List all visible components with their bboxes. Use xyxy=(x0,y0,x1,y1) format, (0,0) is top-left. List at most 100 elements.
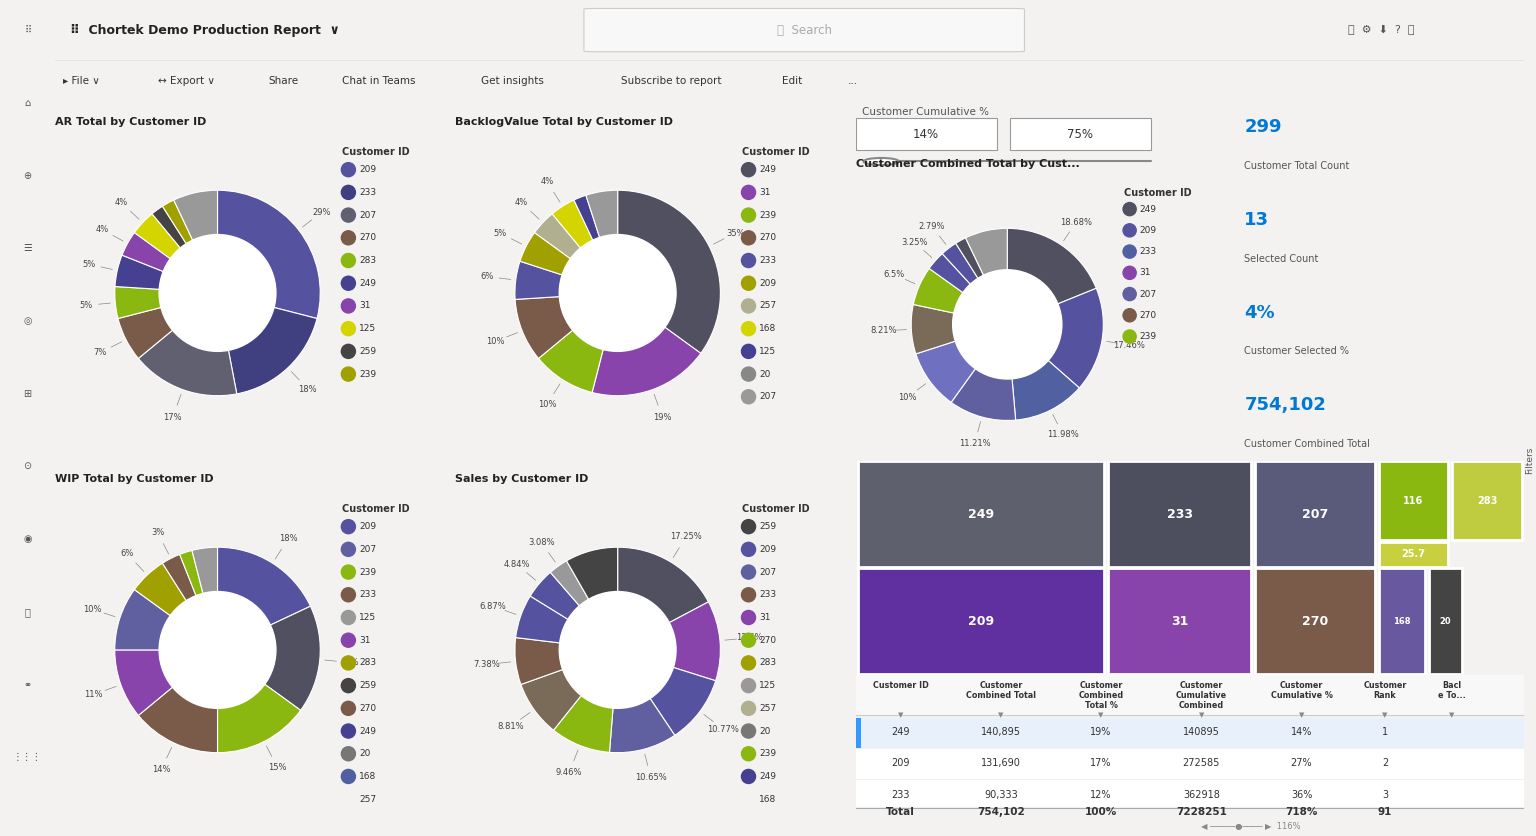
FancyBboxPatch shape xyxy=(1009,119,1150,150)
Text: ▼: ▼ xyxy=(1382,712,1387,718)
Text: 257: 257 xyxy=(359,795,376,803)
Circle shape xyxy=(742,322,756,336)
Text: 168: 168 xyxy=(759,324,777,334)
Text: 31: 31 xyxy=(1140,268,1152,278)
Text: 249: 249 xyxy=(891,727,909,737)
Wedge shape xyxy=(115,650,218,716)
Text: 2.79%: 2.79% xyxy=(919,222,945,231)
Text: 239: 239 xyxy=(359,370,376,379)
Text: ▸ File ∨: ▸ File ∨ xyxy=(63,76,100,86)
Text: ⊙: ⊙ xyxy=(23,461,32,472)
Text: 168: 168 xyxy=(1393,617,1410,626)
Text: 5%: 5% xyxy=(80,301,92,310)
Circle shape xyxy=(341,610,355,624)
Wedge shape xyxy=(617,191,720,354)
Circle shape xyxy=(742,299,756,313)
Wedge shape xyxy=(115,589,218,650)
Text: ⬜: ⬜ xyxy=(25,607,31,617)
Text: 270: 270 xyxy=(1140,311,1157,320)
Wedge shape xyxy=(218,191,319,319)
Text: 18%: 18% xyxy=(280,534,298,543)
Wedge shape xyxy=(521,232,617,293)
Text: 283: 283 xyxy=(1476,496,1498,506)
Text: Bacl
e To...: Bacl e To... xyxy=(1438,681,1465,700)
Text: 207: 207 xyxy=(1303,507,1329,521)
Text: 🔍  Search: 🔍 Search xyxy=(777,23,831,37)
Text: 140,895: 140,895 xyxy=(982,727,1021,737)
Wedge shape xyxy=(163,554,218,650)
Text: 6%: 6% xyxy=(120,549,134,558)
Text: 31: 31 xyxy=(759,613,771,622)
Text: 239: 239 xyxy=(759,749,777,758)
Text: 3.25%: 3.25% xyxy=(902,238,928,247)
Circle shape xyxy=(742,793,756,806)
Wedge shape xyxy=(218,650,301,752)
Wedge shape xyxy=(942,243,1008,324)
Wedge shape xyxy=(118,293,218,359)
Text: Filters: Filters xyxy=(1525,447,1534,474)
Text: 4%: 4% xyxy=(515,198,528,207)
Wedge shape xyxy=(530,573,617,650)
Text: 10.77%: 10.77% xyxy=(708,725,739,733)
Text: 283: 283 xyxy=(359,256,376,265)
FancyBboxPatch shape xyxy=(1107,461,1252,567)
Text: ▼: ▼ xyxy=(899,712,903,718)
Text: 249: 249 xyxy=(359,726,376,736)
Text: 207: 207 xyxy=(759,568,777,577)
Text: 116: 116 xyxy=(1404,496,1424,506)
Text: 125: 125 xyxy=(759,681,777,691)
FancyBboxPatch shape xyxy=(584,8,1025,52)
Circle shape xyxy=(863,158,899,165)
Wedge shape xyxy=(955,238,1008,324)
Wedge shape xyxy=(966,228,1008,324)
Text: Customer ID: Customer ID xyxy=(343,504,410,514)
Wedge shape xyxy=(218,548,310,650)
Text: 257: 257 xyxy=(759,302,777,310)
Circle shape xyxy=(742,588,756,602)
Text: 9.46%: 9.46% xyxy=(556,768,582,777)
Text: 11.21%: 11.21% xyxy=(958,439,991,448)
Text: Customer ID: Customer ID xyxy=(1123,188,1192,198)
Wedge shape xyxy=(914,268,1008,324)
Circle shape xyxy=(1123,288,1137,301)
Text: 233: 233 xyxy=(1140,247,1157,256)
Text: 5%: 5% xyxy=(493,228,507,237)
Text: Customer
Cumulative %: Customer Cumulative % xyxy=(1270,681,1333,700)
Wedge shape xyxy=(617,650,716,736)
Wedge shape xyxy=(138,650,218,752)
Text: Sales by Customer ID: Sales by Customer ID xyxy=(456,474,588,484)
Text: 15%: 15% xyxy=(269,763,287,772)
Circle shape xyxy=(742,543,756,557)
Wedge shape xyxy=(134,563,218,650)
FancyBboxPatch shape xyxy=(1379,542,1448,567)
Text: Subscribe to report: Subscribe to report xyxy=(621,76,720,86)
Circle shape xyxy=(742,520,756,533)
FancyBboxPatch shape xyxy=(1255,568,1375,674)
Circle shape xyxy=(1123,266,1137,279)
Text: 12.6%: 12.6% xyxy=(736,634,762,642)
Text: 14%: 14% xyxy=(152,765,170,774)
Circle shape xyxy=(742,344,756,359)
Text: 10%: 10% xyxy=(485,337,504,346)
Text: 17%: 17% xyxy=(339,658,358,667)
FancyBboxPatch shape xyxy=(1452,461,1522,540)
Text: 168: 168 xyxy=(359,772,376,781)
FancyBboxPatch shape xyxy=(856,781,1524,810)
Text: 10%: 10% xyxy=(538,400,556,409)
Wedge shape xyxy=(929,253,1008,324)
Text: Customer ID: Customer ID xyxy=(872,681,929,690)
Circle shape xyxy=(341,543,355,557)
Circle shape xyxy=(341,565,355,579)
Text: 233: 233 xyxy=(1167,507,1192,521)
Circle shape xyxy=(1123,330,1137,343)
Text: ⠿  Chortek Demo Production Report  ∨: ⠿ Chortek Demo Production Report ∨ xyxy=(71,23,339,37)
Text: 14%: 14% xyxy=(1290,727,1312,737)
Text: 270: 270 xyxy=(1303,614,1329,628)
Text: 20: 20 xyxy=(1439,617,1452,626)
Text: Chat in Teams: Chat in Teams xyxy=(341,76,415,86)
Wedge shape xyxy=(553,650,617,752)
Wedge shape xyxy=(535,214,617,293)
Text: 207: 207 xyxy=(1140,289,1157,298)
Circle shape xyxy=(742,633,756,647)
Text: 299: 299 xyxy=(1244,118,1283,136)
